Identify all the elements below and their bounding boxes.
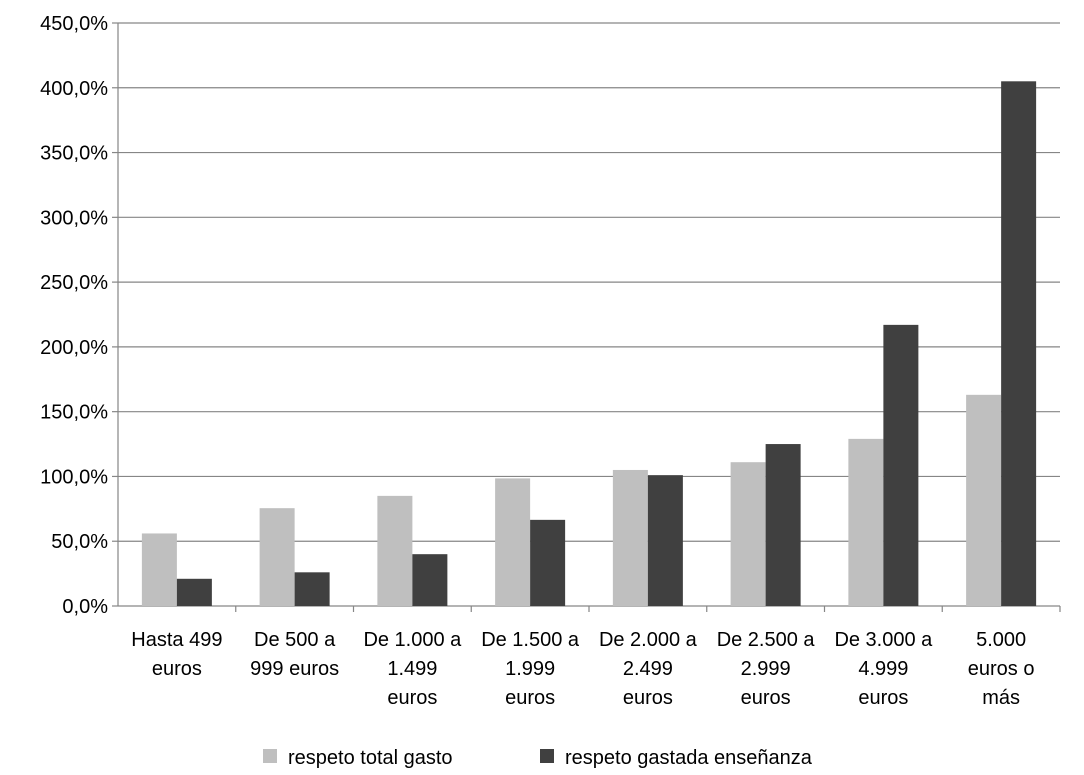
bars (141, 81, 1037, 607)
bar-total-gasto (730, 462, 766, 606)
bar-gastada-ensenanza (765, 444, 801, 606)
bar-total-gasto (848, 438, 884, 606)
x-category-labels: Hasta 499 euros De 500 a 999 euros De 1.000 … (131, 629, 1034, 709)
y-tick-label: 300,0% (40, 207, 108, 229)
bar-total-gasto (495, 478, 531, 606)
legend: respeto total gasto respeto gastada enseñ… (263, 747, 813, 769)
x-category-label: Hasta 499 (131, 629, 222, 651)
y-tick-label: 100,0% (40, 466, 108, 488)
x-category-label: De 1.000 a (363, 629, 462, 651)
x-category-label: euros (505, 687, 555, 709)
bar-gastada-ensenanza (530, 519, 566, 606)
x-category-label: euros o (968, 658, 1035, 680)
x-category-label: 2.499 (623, 658, 673, 680)
x-category-label: euros (387, 687, 437, 709)
bar-gastada-ensenanza (412, 554, 448, 606)
legend-swatch (540, 749, 554, 763)
bar-total-gasto (966, 394, 1002, 606)
x-category-label: euros (623, 687, 673, 709)
y-tick-label: 50,0% (51, 531, 108, 553)
y-tick-label: 450,0% (40, 13, 108, 35)
x-category-label: De 2.000 a (599, 629, 698, 651)
y-tick-label: 350,0% (40, 143, 108, 165)
y-tick-label: 150,0% (40, 402, 108, 424)
x-category-label: De 500 a (254, 629, 336, 651)
bar-gastada-ensenanza (176, 578, 212, 606)
legend-label: respeto gastada enseñanza (565, 747, 813, 769)
x-category-label: 999 euros (250, 658, 339, 680)
x-category-label: más (982, 687, 1020, 709)
legend-label: respeto total gasto (288, 747, 453, 769)
x-category-label: 4.999 (858, 658, 908, 680)
bar-total-gasto (377, 495, 413, 606)
x-category-label: euros (741, 687, 791, 709)
y-tick-label: 400,0% (40, 78, 108, 100)
x-category-label: De 3.000 a (834, 629, 933, 651)
y-tick-labels: 0,0% 50,0% 100,0% 150,0% 200,0% 250,0% 300,0% 3… (40, 13, 108, 618)
x-category-label: 1.499 (387, 658, 437, 680)
bar-total-gasto (612, 469, 648, 606)
bar-total-gasto (259, 508, 295, 606)
x-category-label: 5.000 (976, 629, 1026, 651)
y-tick-label: 0,0% (62, 596, 108, 618)
bar-gastada-ensenanza (1001, 81, 1037, 607)
x-category-label: euros (152, 658, 202, 680)
x-category-label: euros (858, 687, 908, 709)
bar-gastada-ensenanza (294, 572, 330, 606)
x-category-label: De 2.500 a (717, 629, 816, 651)
y-tick-label: 200,0% (40, 337, 108, 359)
y-tick-label: 250,0% (40, 272, 108, 294)
x-category-label: 1.999 (505, 658, 555, 680)
bar-gastada-ensenanza (647, 475, 683, 606)
legend-swatch (263, 749, 277, 763)
bar-total-gasto (141, 533, 177, 606)
bar-gastada-ensenanza (883, 324, 919, 606)
x-category-label: De 1.500 a (481, 629, 580, 651)
x-category-label: 2.999 (741, 658, 791, 680)
gridlines (118, 22, 1060, 542)
